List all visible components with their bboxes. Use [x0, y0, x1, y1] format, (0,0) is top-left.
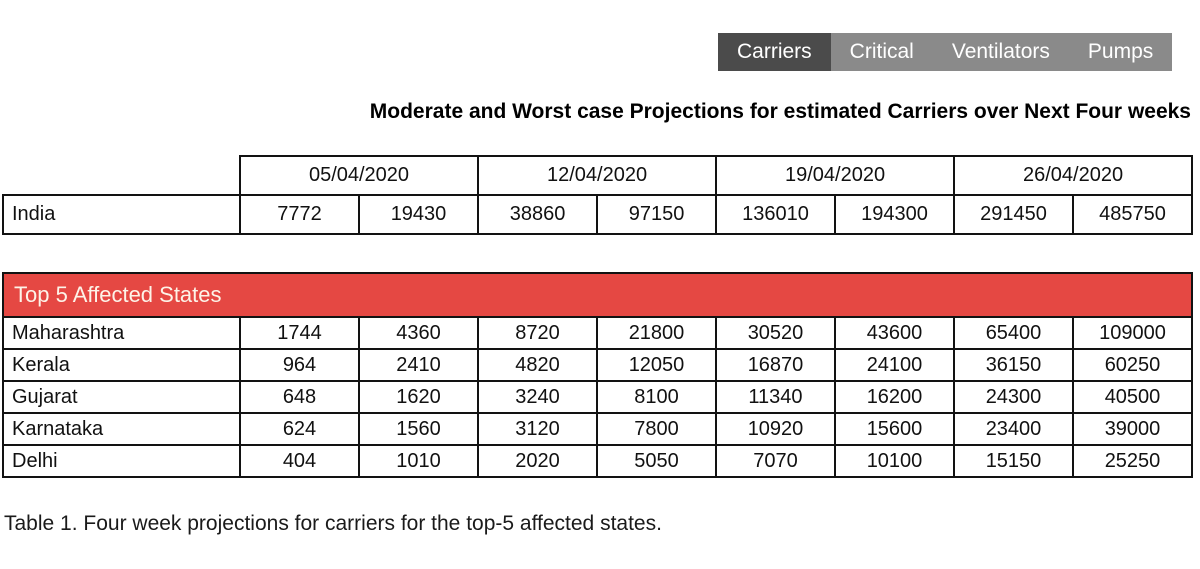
value-cell: 10100: [834, 444, 955, 478]
value-cell: 7070: [715, 444, 836, 478]
value-cell: 16200: [834, 380, 955, 414]
value-cell: 485750: [1072, 194, 1194, 235]
row-label: Delhi: [2, 444, 241, 478]
value-cell: 2020: [477, 444, 598, 478]
states-banner: Top 5 Affected States: [1, 272, 1194, 318]
date-header: 26/04/2020: [953, 155, 1194, 196]
state-row: Karnataka 624 1560 3120 7800 10920 15600 23400 3…: [2, 412, 1194, 446]
value-cell: 109000: [1071, 316, 1194, 350]
value-cell: 8100: [596, 380, 717, 414]
value-cell: 15600: [834, 412, 955, 446]
value-cell: 25250: [1071, 444, 1194, 478]
row-label: India: [2, 194, 241, 235]
tab-pumps[interactable]: Pumps: [1087, 40, 1154, 63]
value-cell: 36150: [953, 348, 1074, 382]
value-cell: 15150: [953, 444, 1074, 478]
page-title: Moderate and Worst case Projections for …: [369, 100, 1191, 123]
date-header: 05/04/2020: [238, 155, 480, 196]
tab-critical[interactable]: Critical: [849, 40, 914, 63]
value-cell: 4820: [477, 348, 598, 382]
value-cell: 964: [239, 348, 360, 382]
tab-ventilators[interactable]: Ventilators: [951, 40, 1050, 63]
value-cell: 404: [239, 444, 360, 478]
value-cell: 3240: [477, 380, 598, 414]
date-header: 19/04/2020: [715, 155, 956, 196]
state-row: Gujarat 648 1620 3240 8100 11340 16200 24300 405…: [2, 380, 1194, 414]
value-cell: 16870: [715, 348, 836, 382]
value-cell: 65400: [953, 316, 1074, 350]
table-caption: Table 1. Four week projections for carri…: [4, 512, 662, 535]
state-row: Delhi 404 1010 2020 5050 7070 10100 15150 25250: [2, 444, 1194, 478]
value-cell: 291450: [953, 194, 1075, 235]
value-cell: 40500: [1071, 380, 1194, 414]
state-row: Kerala 964 2410 4820 12050 16870 24100 36150 602…: [2, 348, 1194, 382]
row-label: Karnataka: [2, 412, 241, 446]
row-label: Gujarat: [2, 380, 241, 414]
value-cell: 648: [239, 380, 360, 414]
value-cell: 8720: [477, 316, 598, 350]
value-cell: 10920: [715, 412, 836, 446]
date-header-row: 05/04/2020 12/04/2020 19/04/2020 26/04/2020: [3, 155, 1194, 196]
value-cell: 1560: [358, 412, 479, 446]
value-cell: 136010: [715, 194, 837, 235]
value-cell: 3120: [477, 412, 598, 446]
value-cell: 5050: [596, 444, 717, 478]
value-cell: 21800: [596, 316, 717, 350]
value-cell: 12050: [596, 348, 717, 382]
value-cell: 4360: [358, 316, 479, 350]
value-cell: 30520: [715, 316, 836, 350]
value-cell: 24300: [953, 380, 1074, 414]
value-cell: 97150: [596, 194, 718, 235]
value-cell: 23400: [953, 412, 1074, 446]
value-cell: 19430: [357, 194, 480, 235]
value-cell: 11340: [715, 380, 836, 414]
value-cell: 7772: [239, 194, 360, 235]
value-cell: 7800: [596, 412, 717, 446]
value-cell: 624: [239, 412, 360, 446]
country-row: India 7772 19430 38860 97150 136010 194300 2914…: [2, 194, 1194, 235]
corner-spacer: [3, 156, 240, 195]
tab-bar: Carriers Critical Ventilators Pumps: [718, 33, 1173, 71]
value-cell: 39000: [1071, 412, 1194, 446]
projection-table-body: 05/04/2020 12/04/2020 19/04/2020 26/04/2020…: [2, 155, 1194, 235]
tab-carriers[interactable]: Carriers: [718, 33, 831, 71]
value-cell: 2410: [358, 348, 479, 382]
states-table-body: Top 5 Affected States Maharashtra 1744 4360…: [1, 272, 1194, 478]
row-label: Kerala: [2, 348, 241, 382]
value-cell: 194300: [834, 194, 956, 235]
row-label: Maharashtra: [2, 316, 241, 350]
value-cell: 1010: [358, 444, 479, 478]
value-cell: 1744: [239, 316, 360, 350]
value-cell: 38860: [477, 194, 599, 235]
state-row: Maharashtra 1744 4360 8720 21800 30520 43600 65…: [2, 316, 1194, 350]
value-cell: 43600: [834, 316, 955, 350]
value-cell: 24100: [834, 348, 955, 382]
value-cell: 1620: [358, 380, 479, 414]
states-table: Top 5 Affected States Maharashtra 1744 4360…: [1, 272, 1194, 478]
projection-table: 05/04/2020 12/04/2020 19/04/2020 26/04/2020…: [2, 155, 1194, 235]
banner-row: Top 5 Affected States: [1, 272, 1194, 318]
value-cell: 60250: [1071, 348, 1194, 382]
date-header: 12/04/2020: [477, 155, 718, 196]
